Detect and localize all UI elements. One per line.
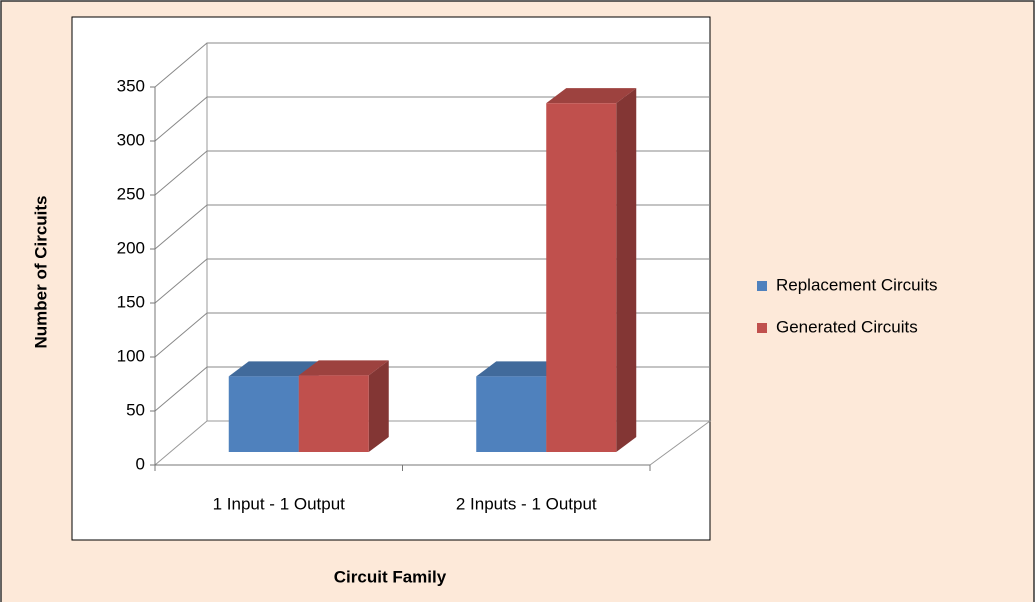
bar — [476, 376, 547, 452]
x-axis-label: Circuit Family — [334, 567, 447, 586]
floor — [154, 420, 712, 466]
bar-side — [368, 360, 389, 452]
grid-line — [154, 96, 710, 142]
y-tick-label: 0 — [136, 454, 145, 473]
x-tick-label: 1 Input - 1 Output — [213, 494, 346, 513]
grid-line — [154, 204, 710, 250]
legend-label: Replacement Circuits — [776, 275, 938, 294]
y-axis-label: Number of Circuits — [31, 195, 50, 348]
grid-line — [154, 42, 710, 88]
grid-line — [154, 150, 710, 196]
grid-line — [154, 258, 710, 304]
bar-side — [616, 88, 637, 452]
bar-top — [546, 88, 637, 104]
x-tick-label: 2 Inputs - 1 Output — [456, 494, 597, 513]
legend-swatch — [757, 323, 767, 333]
y-tick-label: 150 — [117, 292, 145, 311]
y-tick-label: 350 — [117, 76, 145, 95]
bar — [546, 103, 617, 452]
legend-swatch — [757, 281, 767, 291]
y-tick-label: 50 — [126, 400, 145, 419]
bar — [228, 376, 299, 452]
y-tick-label: 250 — [117, 184, 145, 203]
bar-top — [298, 360, 389, 376]
bar-top — [228, 361, 319, 377]
legend-label: Generated Circuits — [776, 317, 918, 336]
bar — [298, 375, 369, 452]
y-tick-label: 300 — [117, 130, 145, 149]
grid-line — [154, 312, 710, 358]
y-tick-label: 200 — [117, 238, 145, 257]
bar-top — [476, 361, 567, 377]
y-tick-label: 100 — [117, 346, 145, 365]
